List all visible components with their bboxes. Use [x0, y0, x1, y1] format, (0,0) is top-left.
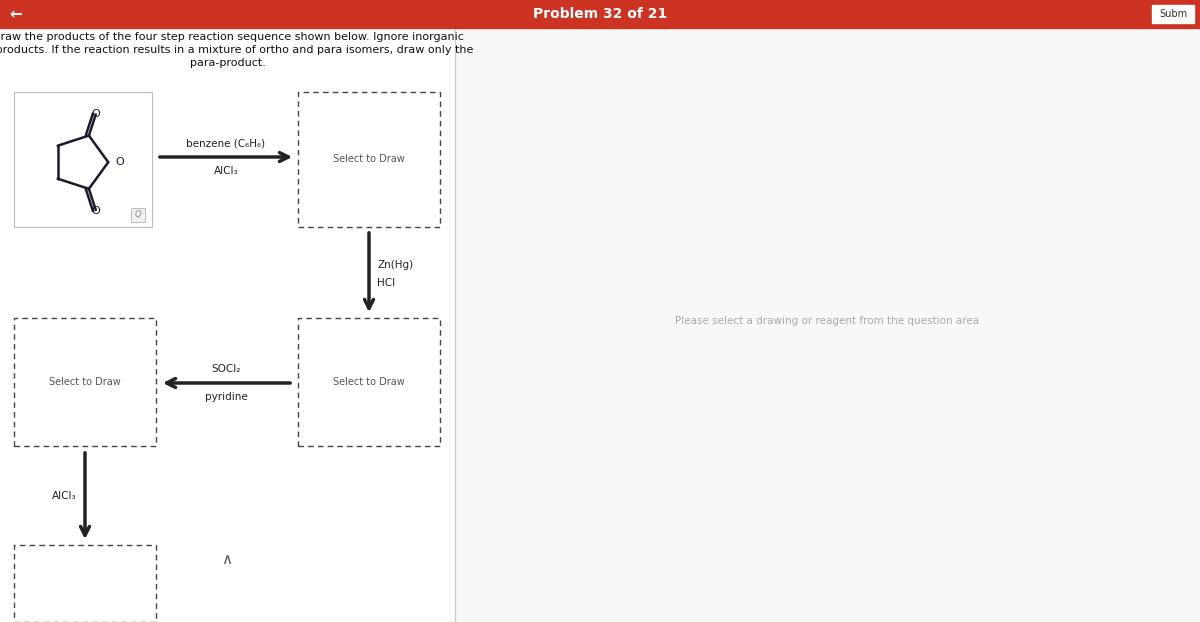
Text: para-product.: para-product. [190, 58, 265, 68]
Text: AlCl₃: AlCl₃ [214, 166, 239, 176]
Bar [14, 545, 156, 622]
Bar [298, 318, 440, 446]
Text: HCl: HCl [377, 277, 395, 287]
Bar [455, 0, 1200, 622]
Text: Draw the products of the four step reaction sequence shown below. Ignore inorgan: Draw the products of the four step react… [0, 32, 463, 42]
Text: byproducts. If the reaction results in a mixture of ortho and para isomers, draw: byproducts. If the reaction results in a… [0, 45, 473, 55]
Text: benzene (C₆H₆): benzene (C₆H₆) [186, 138, 265, 148]
Text: pyridine: pyridine [205, 392, 248, 402]
Text: O: O [91, 206, 100, 216]
Text: ←: ← [10, 6, 23, 22]
Text: Zn(Hg): Zn(Hg) [377, 259, 413, 269]
Text: Select to Draw: Select to Draw [49, 377, 121, 387]
Bar [298, 92, 440, 227]
Bar [131, 208, 145, 222]
Text: Subm: Subm [1159, 9, 1187, 19]
Bar [0, 0, 1200, 28]
Bar [0, 0, 455, 622]
Text: AlCl₃: AlCl₃ [53, 491, 77, 501]
Text: Problem 32 of 21: Problem 32 of 21 [533, 7, 667, 21]
Bar [1152, 5, 1194, 23]
Text: Select to Draw: Select to Draw [334, 377, 404, 387]
Text: SOCl₂: SOCl₂ [212, 364, 241, 374]
Text: ∧: ∧ [222, 552, 233, 567]
Bar [14, 92, 152, 227]
Text: Select to Draw: Select to Draw [334, 154, 404, 164]
Bar [14, 318, 156, 446]
Text: O: O [91, 109, 100, 119]
Text: Please select a drawing or reagent from the question area: Please select a drawing or reagent from … [676, 316, 979, 326]
Text: Q: Q [134, 210, 142, 220]
Text: O: O [115, 157, 124, 167]
